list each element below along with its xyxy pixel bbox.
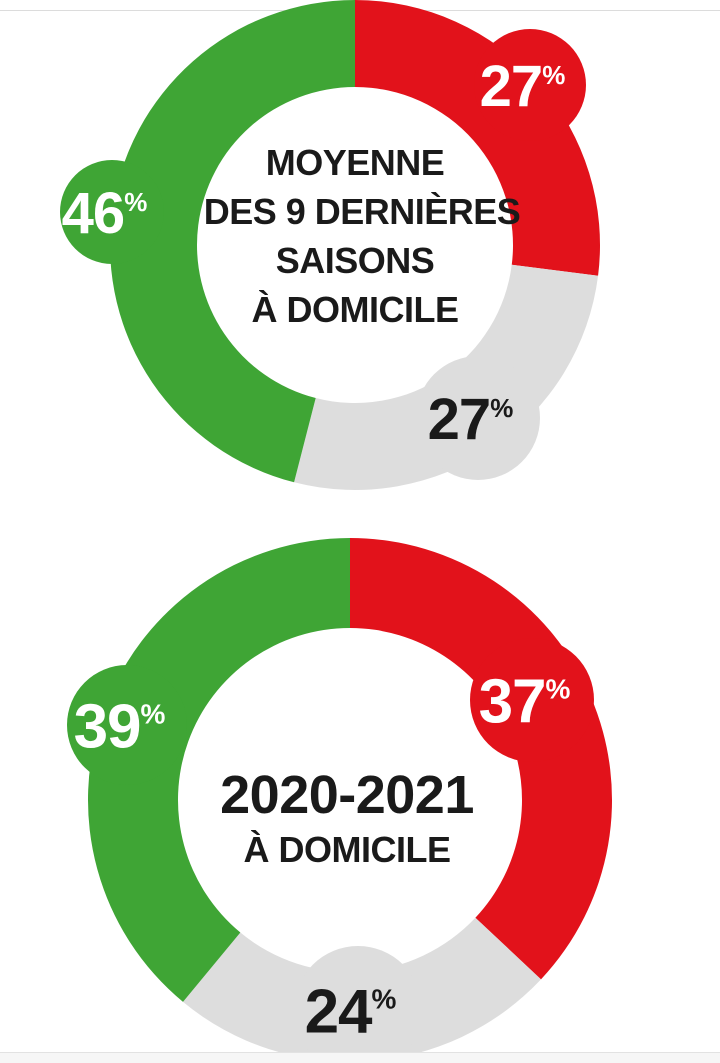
donut-2-grey-badge — [294, 946, 422, 1063]
donut-2-green-badge — [67, 665, 187, 785]
bottom-divider — [0, 1052, 720, 1053]
donut-2-green-slice — [88, 538, 351, 1002]
donut-1-green-badge — [60, 160, 164, 264]
donut-2-title-line-2: À DOMICILE — [244, 829, 451, 870]
donut-2-percent-sign: % — [372, 983, 397, 1014]
donut-1-title-line-2: DES 9 DERNIÈRES — [204, 191, 521, 232]
donut-2-red-badge — [470, 638, 594, 762]
bottom-strip — [0, 1053, 720, 1063]
donut-2-percent-sign: % — [546, 673, 571, 704]
donut-1-title-line-1: MOYENNE — [266, 142, 445, 183]
donut-1-title-line-4: À DOMICILE — [252, 289, 459, 330]
donut-chart-1: 46%27%27% MOYENNE DES 9 DERNIÈRES SAISON… — [60, 0, 600, 491]
donut-1-percent-sign: % — [542, 60, 565, 90]
donut-1-grey-badge — [416, 356, 540, 480]
donut-1-percent-sign: % — [490, 393, 513, 423]
donut-2-red-slice — [350, 538, 612, 980]
donut-1-green-slice — [110, 0, 355, 483]
donut-1-red-value-label: 27% — [480, 54, 566, 119]
donut-1-title-line-3: SAISONS — [276, 240, 435, 281]
donut-2-grey-value-label: 24% — [305, 977, 397, 1046]
donut-2-badges: 39% 37%24% — [67, 638, 594, 1063]
donut-1-percent-sign: % — [124, 187, 147, 217]
donut-1-red-slice — [355, 0, 600, 276]
donut-2-title-line-1: 2020-2021 — [220, 765, 474, 825]
donut-chart-2: 39% 37%24% 2020-2021 À DOMICILE — [67, 538, 612, 1063]
donut-1-red-badge — [474, 29, 586, 141]
donut-2-percent-sign: % — [141, 698, 166, 729]
donut-1-badges: 46%27%27% — [60, 29, 586, 480]
donut-1-green-value-label: 46% — [62, 181, 148, 246]
